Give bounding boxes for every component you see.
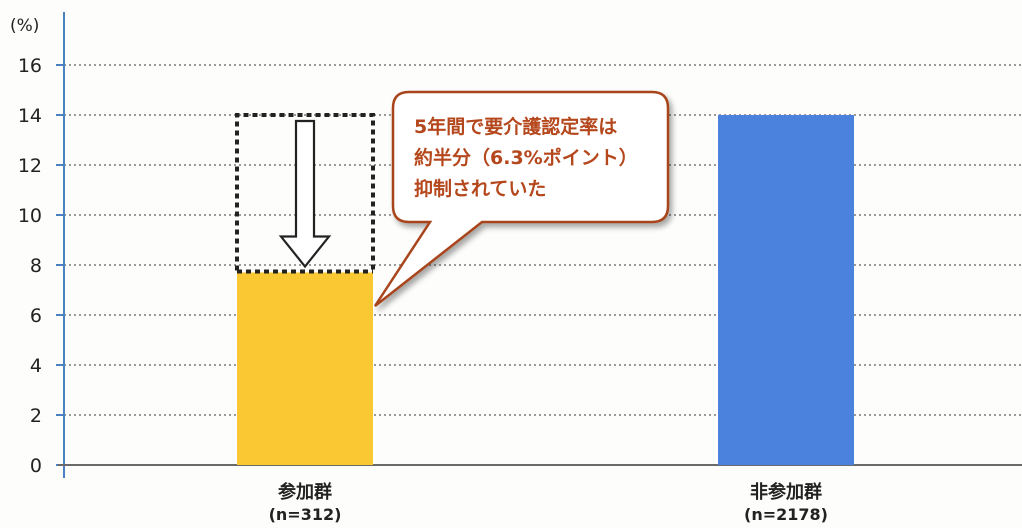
bar-2 xyxy=(718,115,854,465)
callout-text-line: 約半分（6.3%ポイント） xyxy=(414,146,638,169)
callout-text-line: 抑制されていた xyxy=(414,177,546,200)
category-sample-size: (n=2178) xyxy=(744,505,828,524)
callout-bubble xyxy=(373,90,670,307)
difference-dotted-box xyxy=(235,113,375,271)
y-tick-label: 2 xyxy=(30,405,42,427)
y-tick-label: 10 xyxy=(18,205,42,227)
y-tick-label: 4 xyxy=(30,355,42,377)
down-arrow-icon xyxy=(278,119,332,269)
y-tick-label: 8 xyxy=(30,255,42,277)
bar-1 xyxy=(237,272,373,465)
y-axis-unit-label: (%) xyxy=(10,16,39,36)
y-tick-label: 14 xyxy=(18,105,42,127)
reduction-indicator xyxy=(235,113,375,274)
y-tick-label: 6 xyxy=(30,305,42,327)
category-label: 非参加群 xyxy=(750,481,822,503)
y-tick-label: 0 xyxy=(30,455,42,477)
category-label: 参加群 xyxy=(278,481,332,503)
category-labels: 参加群 (n=312) 非参加群 (n=2178) xyxy=(269,481,828,524)
callout-text-line: 5年間で要介護認定率は xyxy=(414,115,617,138)
y-tick-label: 16 xyxy=(18,55,42,77)
bars xyxy=(237,115,854,465)
y-tick-label: 12 xyxy=(18,155,42,177)
category-sample-size: (n=312) xyxy=(269,505,342,524)
y-tick-labels: 0 2 4 6 8 10 12 14 16 xyxy=(18,55,64,477)
